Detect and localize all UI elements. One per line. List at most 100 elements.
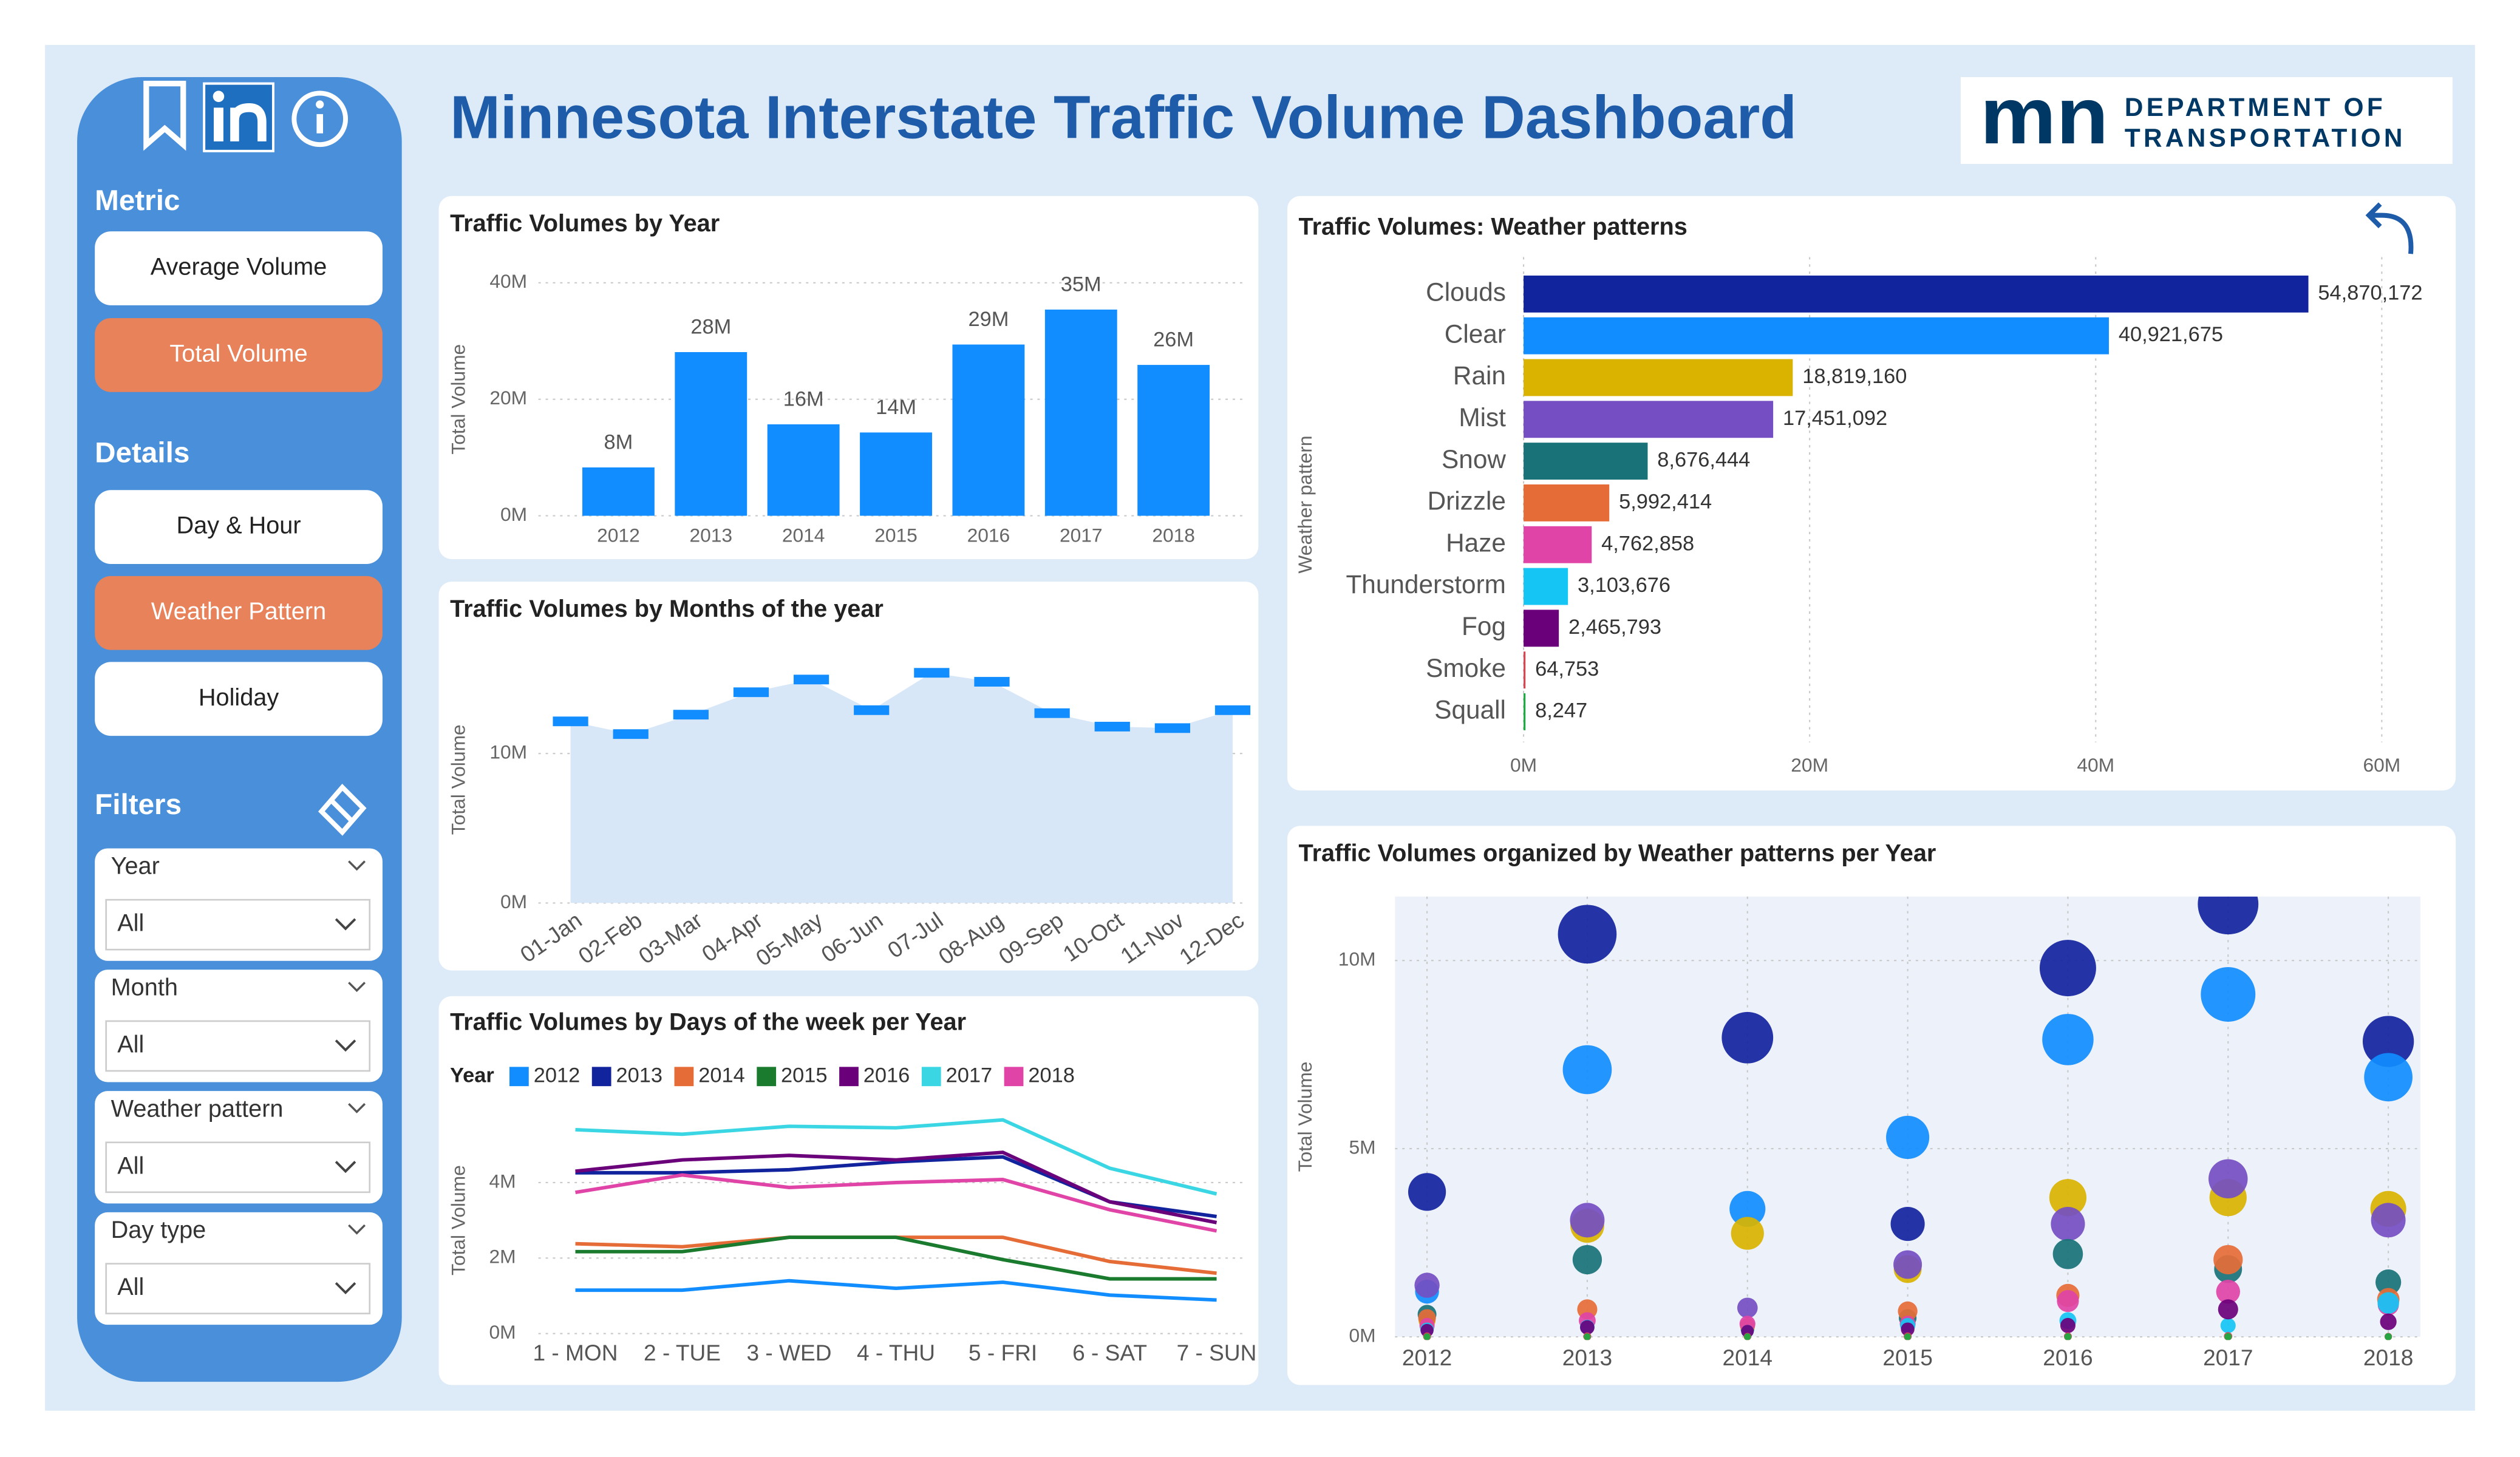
x-tick-label: 2018: [1152, 524, 1195, 546]
bubble: [2060, 1317, 2076, 1333]
legend-label: 2015: [781, 1064, 828, 1087]
bar: [1524, 693, 1526, 730]
value-label: 8,676,444: [1657, 449, 1750, 472]
x-tick-label: 2 - TUE: [644, 1340, 721, 1365]
dropdown[interactable]: All: [105, 1141, 371, 1194]
dropdown-box[interactable]: [105, 1020, 371, 1072]
bar: [767, 424, 840, 516]
dropdown-value[interactable]: All: [117, 1031, 144, 1058]
button-label[interactable]: Holiday: [199, 684, 279, 711]
legend-swatch: [591, 1067, 611, 1087]
bubble: [1741, 1325, 1754, 1338]
bubble: [1737, 1297, 1758, 1319]
bubble: [2371, 1203, 2406, 1238]
dropdown-box[interactable]: [105, 1141, 371, 1194]
info-circle: [291, 90, 349, 148]
dropdown-value[interactable]: All: [117, 1152, 144, 1179]
button-bg[interactable]: [95, 231, 383, 305]
y-tick-label: Squall: [1434, 696, 1506, 724]
x-tick-label: 20M: [1791, 754, 1828, 776]
toggle-button[interactable]: Total Volume: [95, 318, 383, 392]
toggle-button[interactable]: Day & Hour: [95, 490, 383, 564]
dashboard-title: Minnesota Interstate Traffic Volume Dash…: [450, 84, 1797, 152]
value-label: 14M: [876, 396, 916, 419]
chevron[interactable]: [335, 918, 356, 931]
dropdown[interactable]: All: [105, 898, 371, 951]
button-label[interactable]: Weather Pattern: [151, 598, 326, 625]
toggle-button[interactable]: Average Volume: [95, 231, 383, 305]
marker: [613, 729, 649, 739]
legend-label: 2014: [698, 1064, 745, 1087]
section-title: Metric: [95, 185, 180, 217]
y-axis-title: Total Volume: [447, 1165, 469, 1275]
legend-swatch: [839, 1067, 859, 1087]
toggle-button[interactable]: Holiday: [95, 662, 383, 736]
chevron[interactable]: [335, 1282, 356, 1295]
bubbles: [1408, 896, 2414, 1340]
y-tick-label: Thunderstorm: [1346, 570, 1505, 599]
marker: [1034, 708, 1070, 718]
section-title: Filters: [95, 789, 182, 821]
dropdown[interactable]: All: [105, 1020, 371, 1072]
slicer-label: Weather pattern: [111, 1095, 284, 1122]
legend-swatch: [1004, 1067, 1024, 1087]
x-tick-label: 7 - SUN: [1177, 1340, 1257, 1365]
value-label: 64,753: [1535, 657, 1599, 681]
y-tick-label: Smoke: [1426, 654, 1506, 682]
bar: [1524, 651, 1526, 689]
slicer: Weather pattern All: [95, 1091, 383, 1204]
slicer-label: Year: [111, 853, 160, 880]
bubble: [1408, 1173, 1446, 1211]
legend-swatch: [921, 1067, 941, 1087]
legend-swatch: [757, 1067, 777, 1087]
y-tick-label: 40M: [489, 270, 527, 292]
value-label: 40,921,675: [2119, 323, 2223, 346]
button-label[interactable]: Total Volume: [169, 340, 307, 367]
button-bg[interactable]: [95, 662, 383, 736]
y-tick-label: Clear: [1445, 319, 1506, 348]
dropdown-value[interactable]: All: [117, 910, 144, 937]
info-icon[interactable]: [291, 90, 349, 148]
series-line: [575, 1279, 1217, 1302]
y-tick-label: Clouds: [1426, 278, 1506, 307]
marker: [914, 668, 950, 678]
x-tick-label: 2017: [1060, 524, 1103, 546]
y-tick-label: 0M: [1349, 1324, 1375, 1346]
button-bg[interactable]: [95, 318, 383, 392]
marker: [854, 705, 890, 715]
dropdown-box[interactable]: [105, 898, 371, 951]
dropdown-box[interactable]: [105, 1263, 371, 1314]
back-icon[interactable]: [2365, 202, 2414, 254]
x-tick-label: 60M: [2363, 754, 2400, 776]
marker: [1094, 721, 1130, 732]
chart-title: Traffic Volumes: Weather patterns: [1299, 213, 1687, 240]
clear-filters-icon[interactable]: [318, 784, 367, 836]
button-bg[interactable]: [95, 490, 383, 564]
legend-label: 2018: [1028, 1064, 1075, 1087]
chevron[interactable]: [335, 1161, 356, 1173]
x-tick-label: 2015: [1882, 1345, 1932, 1370]
x-tick-label: 2016: [2043, 1345, 2093, 1370]
legend-title: Year: [450, 1064, 494, 1087]
value-label: 18,819,160: [1802, 365, 1907, 388]
button-label[interactable]: Average Volume: [151, 253, 327, 280]
linkedin-icon[interactable]: [203, 82, 274, 152]
bubble: [1744, 1333, 1751, 1340]
y-tick-label: 0M: [500, 891, 527, 912]
dropdown[interactable]: All: [105, 1263, 371, 1314]
button-label[interactable]: Day & Hour: [176, 512, 301, 539]
bar: [675, 352, 747, 516]
y-axis-title: Weather pattern: [1294, 436, 1316, 574]
button-bg[interactable]: [95, 576, 383, 650]
bubble: [2057, 1290, 2079, 1313]
bubble: [1562, 1045, 1612, 1095]
bubble: [1890, 1207, 1925, 1241]
bubble: [2201, 967, 2256, 1022]
dropdown-value[interactable]: All: [117, 1274, 144, 1300]
legend-label: 2012: [534, 1064, 581, 1087]
x-tick-label: 5 - FRI: [969, 1340, 1037, 1365]
linkedin-i: [214, 107, 223, 141]
chevron[interactable]: [335, 1039, 356, 1052]
toggle-button[interactable]: Weather Pattern: [95, 576, 383, 650]
bookmark-icon[interactable]: [143, 80, 186, 151]
